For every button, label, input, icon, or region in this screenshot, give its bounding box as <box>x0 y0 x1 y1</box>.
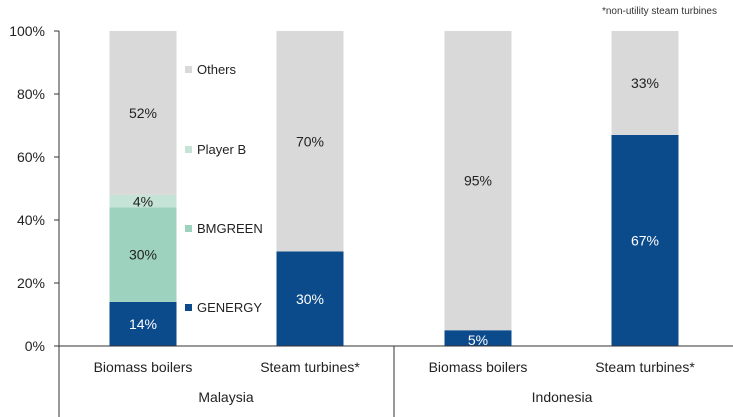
y-tick-label: 0% <box>25 338 45 354</box>
y-tick-label: 20% <box>17 275 45 291</box>
x-group-label: Malaysia <box>198 389 253 405</box>
footnote: *non-utility steam turbines <box>601 6 717 17</box>
y-tick-label: 100% <box>9 23 45 39</box>
bar-segment-others <box>109 31 177 195</box>
bar-segment-player-b <box>109 194 177 208</box>
x-category-label: Steam turbines* <box>260 359 360 375</box>
data-label: 4% <box>133 193 153 209</box>
bar-segment-bmgreen <box>109 207 177 302</box>
data-label: 95% <box>464 173 492 189</box>
x-category-label: Biomass boilers <box>429 359 528 375</box>
bar-segment-others <box>276 31 344 252</box>
bar-segment-others <box>611 31 679 135</box>
x-category-label: Biomass boilers <box>94 359 193 375</box>
bar-segment-genergy <box>444 330 512 346</box>
y-tick-label: 80% <box>17 86 45 102</box>
y-tick-label: 60% <box>17 149 45 165</box>
bar-segment-genergy <box>109 301 177 346</box>
bar-segment-others <box>444 31 512 331</box>
data-label: 14% <box>129 316 157 332</box>
data-label: 67% <box>631 232 659 248</box>
legend-swatch <box>185 225 192 232</box>
x-category-label: Steam turbines* <box>595 359 695 375</box>
data-label: 70% <box>296 133 324 149</box>
data-label: 52% <box>129 105 157 121</box>
bar-segment-genergy <box>611 134 679 346</box>
legend-label: Others <box>197 62 237 77</box>
data-label: 33% <box>631 75 659 91</box>
x-group-label: Indonesia <box>532 389 593 405</box>
legend-label: BMGREEN <box>197 221 263 236</box>
legend-label: Player B <box>197 142 246 157</box>
legend-swatch <box>185 304 192 311</box>
legend-swatch <box>185 146 192 153</box>
bar-segment-genergy <box>276 251 344 346</box>
legend-swatch <box>185 66 192 73</box>
data-label: 5% <box>468 332 488 348</box>
data-label: 30% <box>296 291 324 307</box>
data-label: 30% <box>129 247 157 263</box>
y-tick-label: 40% <box>17 212 45 228</box>
legend-label: GENERGY <box>197 300 262 315</box>
